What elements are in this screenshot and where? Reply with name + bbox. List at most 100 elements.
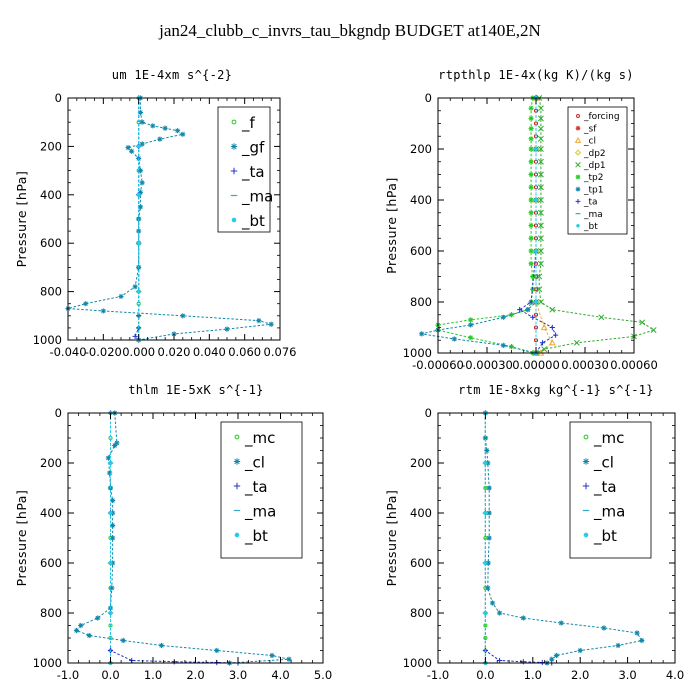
- legend-marker: [233, 458, 241, 465]
- data-point: [180, 313, 186, 319]
- data-point: [83, 301, 89, 307]
- data-point: [497, 657, 503, 664]
- data-point: [540, 323, 548, 331]
- data-point: [639, 319, 646, 326]
- data-point: [483, 635, 488, 641]
- data-point: [537, 115, 544, 122]
- data-point: [484, 447, 490, 454]
- data-point: [105, 455, 111, 461]
- data-point: [533, 338, 539, 343]
- x-tick-label: 0.040: [193, 345, 226, 359]
- data-point: [109, 585, 115, 591]
- y-tick-label: 200: [40, 456, 62, 470]
- legend-marker: [575, 186, 581, 192]
- data-point: [483, 561, 488, 565]
- data-point: [528, 126, 534, 132]
- data-point: [598, 314, 605, 321]
- x-tick-label: 0.060: [228, 345, 261, 359]
- data-point: [483, 461, 488, 465]
- y-axis-label: Pressure [hPa]: [14, 171, 29, 268]
- data-point: [137, 189, 144, 195]
- series-line-tp2: [437, 97, 534, 354]
- y-tick-label: 600: [40, 236, 62, 250]
- legend-label: _bt: [593, 527, 617, 546]
- x-tick-label: 1.0: [524, 668, 542, 682]
- data-point: [525, 307, 531, 313]
- legend-label: _tp2: [583, 173, 603, 183]
- data-point: [537, 158, 544, 165]
- legend-marker: [575, 125, 581, 131]
- data-point: [537, 197, 544, 203]
- legend-marker: [582, 458, 590, 465]
- legend-label: _dp2: [583, 149, 606, 159]
- data-point: [520, 659, 526, 665]
- legend-marker: [575, 162, 581, 168]
- legend: _forcing _sf _cl _dp2 _dp1 _tp2 _tp1 _ta _ma _bt: [567, 106, 628, 235]
- y-axis-label: Pressure [hPa]: [384, 490, 399, 587]
- y-tick-label: 0: [425, 91, 432, 105]
- data-point: [537, 105, 544, 112]
- data-point: [120, 637, 126, 644]
- x-tick-label: -0.020: [85, 345, 122, 359]
- x-tick-label: 0.0: [101, 668, 119, 682]
- data-point: [136, 241, 141, 246]
- data-point: [139, 119, 145, 125]
- data-point: [528, 210, 534, 216]
- data-point: [137, 109, 144, 116]
- data-point: [108, 611, 113, 615]
- series-line-ta: [110, 413, 239, 664]
- data-point: [269, 652, 275, 659]
- data-point: [528, 105, 534, 111]
- legend-label: _ma: [583, 210, 603, 220]
- legend-marker: [234, 434, 240, 440]
- y-tick-label: 800: [410, 606, 432, 620]
- data-point: [180, 131, 186, 137]
- data-point: [137, 204, 144, 210]
- x-tick-label: 2.0: [186, 668, 204, 682]
- legend-label: _sf: [583, 124, 597, 134]
- y-tick-label: 0: [55, 91, 62, 105]
- figure-title: jan24_clubb_c_invrs_tau_bkgndp BUDGET at…: [158, 21, 541, 40]
- data-point: [108, 461, 113, 465]
- legend-label: _f: [241, 114, 256, 133]
- legend-box: [569, 421, 652, 559]
- legend-marker: [583, 434, 589, 440]
- panel-3: thlm 1E-5xK s^{-1} Pressure [hPa] 0 200 400 6…: [14, 383, 332, 682]
- legend-label: _cl: [244, 454, 265, 473]
- data-point: [486, 510, 492, 516]
- data-point: [537, 135, 544, 142]
- y-tick-label: 200: [410, 142, 432, 156]
- legend-marker: [231, 217, 237, 223]
- data-point: [528, 159, 534, 165]
- data-point: [486, 535, 492, 541]
- data-point: [537, 184, 544, 191]
- data-point: [536, 286, 543, 293]
- data-point: [73, 627, 80, 634]
- y-tick-label: 0: [425, 406, 432, 420]
- data-point: [485, 560, 491, 566]
- data-point: [534, 147, 538, 151]
- data-point: [537, 209, 544, 216]
- y-tick-label: 400: [410, 193, 432, 207]
- data-point: [486, 485, 492, 491]
- data-point: [536, 273, 543, 280]
- legend-box: [217, 106, 271, 233]
- x-tick-label: 1.0: [144, 668, 162, 682]
- data-point: [158, 642, 165, 649]
- y-tick-label: 600: [40, 556, 62, 570]
- y-tick-label: 800: [40, 285, 62, 299]
- data-point: [537, 146, 544, 152]
- data-point: [125, 145, 131, 151]
- legend-label: _cl: [583, 137, 596, 147]
- data-point: [497, 610, 503, 616]
- y-tick-label: 1000: [403, 656, 432, 670]
- legend-marker: [583, 532, 589, 538]
- data-point: [539, 340, 546, 346]
- data-point: [171, 331, 177, 337]
- data-point: [451, 336, 457, 342]
- data-point: [548, 339, 556, 346]
- legend-marker: [233, 482, 241, 490]
- data-point: [110, 522, 116, 529]
- data-point: [95, 615, 101, 621]
